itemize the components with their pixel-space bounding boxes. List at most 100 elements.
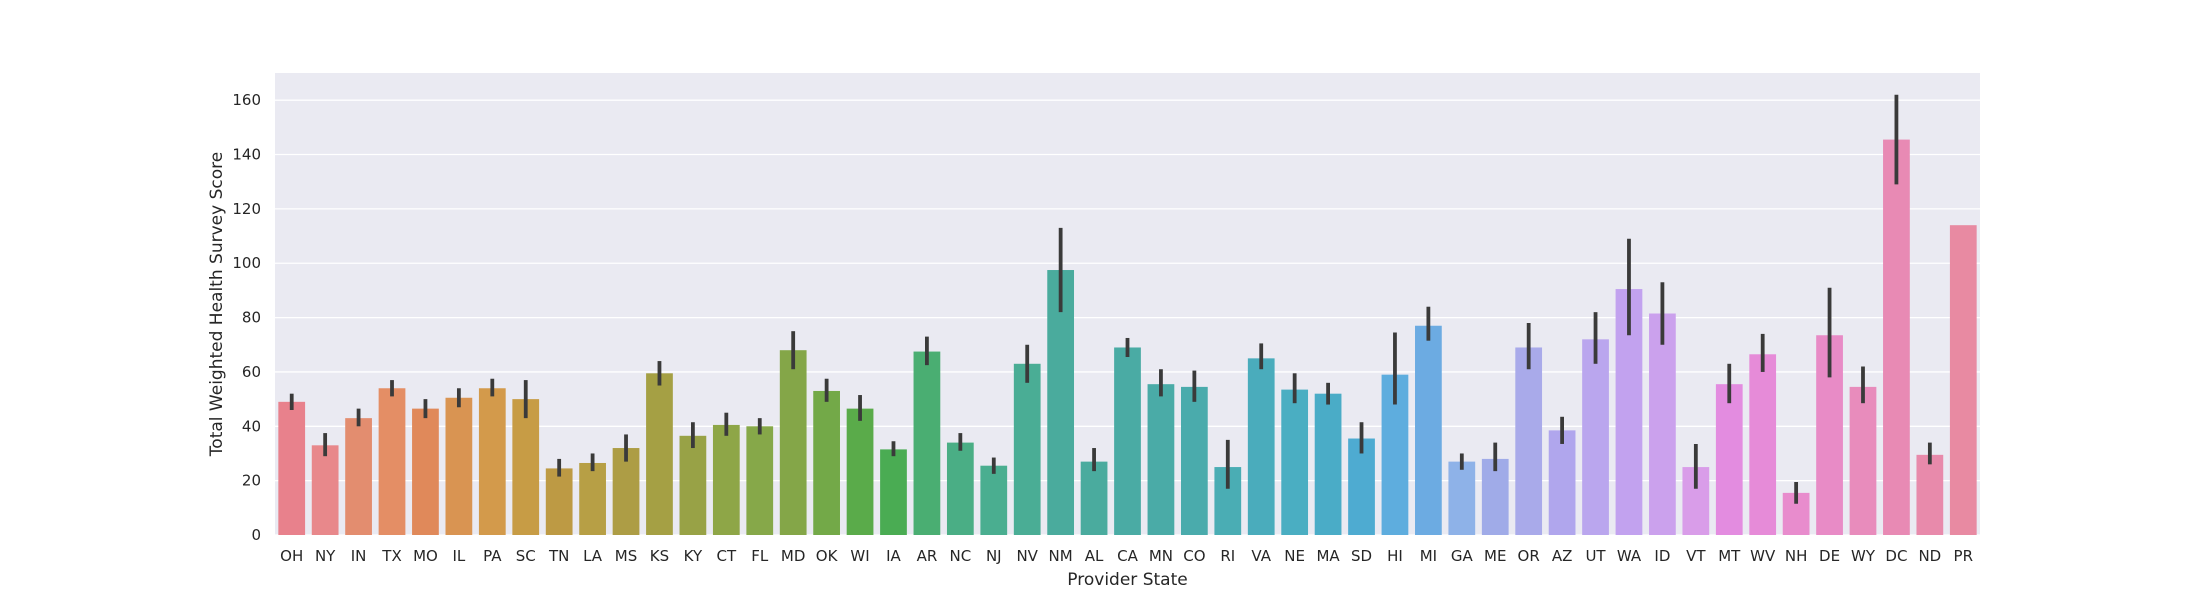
x-tick-label-HI: HI <box>1387 547 1403 565</box>
x-tick-label-CA: CA <box>1117 547 1138 565</box>
bar-VA <box>1247 358 1275 535</box>
bar-WI <box>846 408 874 535</box>
x-tick-label-NM: NM <box>1049 547 1073 565</box>
x-tick-labels: OH NY IN TX MO IL PA SC TN LA MS KS KY CT FL MD OK WI IA AR… <box>280 547 1973 565</box>
bar-MN <box>1147 384 1175 535</box>
bar-MO <box>412 408 439 535</box>
bar-NC <box>946 442 974 535</box>
x-tick-label-WI: WI <box>850 547 869 565</box>
x-tick-label-ID: ID <box>1654 547 1670 565</box>
x-tick-label-NJ: NJ <box>986 547 1002 565</box>
bar-ID <box>1649 313 1676 535</box>
bar-OK <box>813 390 840 535</box>
bar-OR <box>1515 347 1543 535</box>
bar-MS <box>612 448 640 535</box>
y-tick-label: 120 <box>232 200 261 218</box>
x-tick-label-CO: CO <box>1183 547 1205 565</box>
x-tick-label-LA: LA <box>583 547 603 565</box>
bar-DC <box>1883 139 1910 536</box>
bar-AR <box>913 351 941 535</box>
bar-IN <box>345 418 372 535</box>
y-axis-label: Total Weighted Health Survey Score <box>207 152 227 457</box>
bar-NJ <box>980 465 1008 535</box>
x-tick-label-UT: UT <box>1585 547 1606 565</box>
x-tick-label-VA: VA <box>1251 547 1271 565</box>
x-tick-label-ME: ME <box>1484 547 1506 565</box>
bar-MA <box>1314 393 1342 535</box>
x-tick-label-DE: DE <box>1819 547 1840 565</box>
x-tick-label-AZ: AZ <box>1552 547 1573 565</box>
bar-KY <box>679 435 707 535</box>
y-tick-label: 140 <box>232 146 261 164</box>
x-tick-label-AR: AR <box>917 547 938 565</box>
bar-NM <box>1047 270 1075 535</box>
x-tick-label-NE: NE <box>1284 547 1305 565</box>
x-tick-label-GA: GA <box>1451 547 1474 565</box>
x-tick-label-WA: WA <box>1617 547 1642 565</box>
bar-PR <box>1949 225 1977 535</box>
x-tick-label-KS: KS <box>650 547 669 565</box>
bar-NY <box>311 445 339 535</box>
x-tick-label-NH: NH <box>1785 547 1808 565</box>
x-tick-label-AL: AL <box>1085 547 1104 565</box>
bar-NE <box>1281 389 1309 535</box>
y-tick-label: 80 <box>242 309 261 327</box>
x-tick-label-CT: CT <box>717 547 737 565</box>
error-bars <box>289 94 1932 504</box>
bar-OH <box>278 401 306 535</box>
bar-MI <box>1415 325 1442 535</box>
x-tick-label-KY: KY <box>684 547 703 565</box>
y-tick-label: 100 <box>232 254 261 272</box>
bar-CA <box>1114 347 1141 535</box>
x-tick-label-MI: MI <box>1420 547 1437 565</box>
x-tick-label-NC: NC <box>949 547 971 565</box>
bar-PA <box>478 388 506 535</box>
bar-ND <box>1916 454 1944 535</box>
x-axis-label: Provider State <box>1067 570 1187 590</box>
x-tick-label-MA: MA <box>1316 547 1340 565</box>
bar-SC <box>512 399 540 535</box>
bar-TN <box>545 468 573 535</box>
bar-IA <box>880 449 907 535</box>
bar-SD <box>1348 438 1375 535</box>
x-tick-label-PR: PR <box>1954 547 1973 565</box>
y-tick-label: 40 <box>242 417 261 435</box>
bar-LA <box>579 462 606 535</box>
bars <box>278 139 1977 536</box>
x-tick-label-MO: MO <box>413 547 438 565</box>
x-tick-label-NY: NY <box>315 547 336 565</box>
bar-GA <box>1448 461 1476 535</box>
bar-AZ <box>1548 430 1576 535</box>
x-tick-label-IA: IA <box>886 547 901 565</box>
x-tick-label-PA: PA <box>483 547 502 565</box>
x-tick-label-DC: DC <box>1885 547 1907 565</box>
bar-MD <box>779 350 807 535</box>
bar-WV <box>1749 354 1777 535</box>
bar-ME <box>1481 458 1509 535</box>
x-tick-label-IL: IL <box>452 547 465 565</box>
bar-UT <box>1582 339 1609 535</box>
bar-MT <box>1715 384 1743 535</box>
x-tick-label-RI: RI <box>1220 547 1235 565</box>
x-tick-label-NV: NV <box>1016 547 1038 565</box>
bar-NV <box>1013 363 1041 535</box>
x-tick-label-WY: WY <box>1851 547 1876 565</box>
bar-CT <box>712 424 740 535</box>
x-tick-label-SD: SD <box>1351 547 1372 565</box>
y-tick-label: 0 <box>251 526 261 544</box>
y-tick-label: 60 <box>242 363 261 381</box>
y-tick-labels: 0 20 40 60 80 100 120 140 160 <box>232 91 261 544</box>
y-tick-label: 160 <box>232 91 261 109</box>
x-tick-label-MN: MN <box>1149 547 1173 565</box>
x-tick-label-MD: MD <box>781 547 806 565</box>
bar-IL <box>445 397 473 535</box>
bar-FL <box>746 426 774 535</box>
x-tick-label-ND: ND <box>1918 547 1941 565</box>
bar-CO <box>1180 386 1208 535</box>
y-tick-label: 20 <box>242 472 261 490</box>
bar-AL <box>1080 461 1108 535</box>
x-tick-label-IN: IN <box>351 547 367 565</box>
x-tick-label-VT: VT <box>1686 547 1706 565</box>
x-tick-label-FL: FL <box>751 547 769 565</box>
